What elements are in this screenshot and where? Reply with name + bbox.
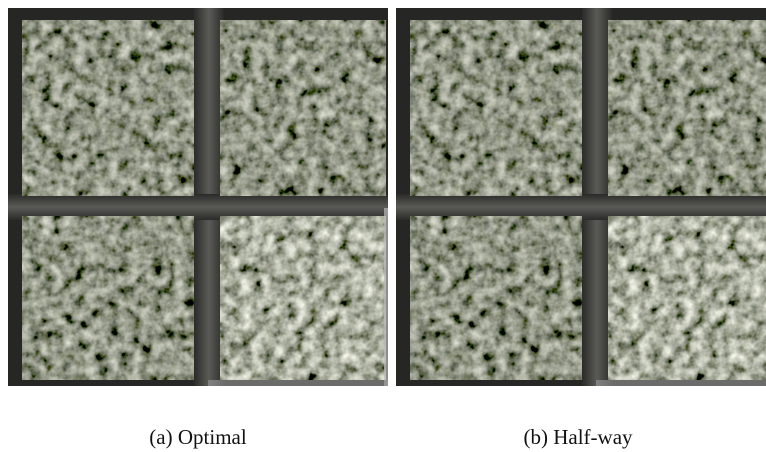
image-half-way (396, 8, 766, 386)
caption: (b) Half-way (388, 425, 766, 450)
figure-page: {"figures": [{"caption": "(a) Optimal"},… (0, 0, 766, 452)
image-optimal (8, 8, 388, 386)
caption: (a) Optimal (8, 425, 388, 450)
